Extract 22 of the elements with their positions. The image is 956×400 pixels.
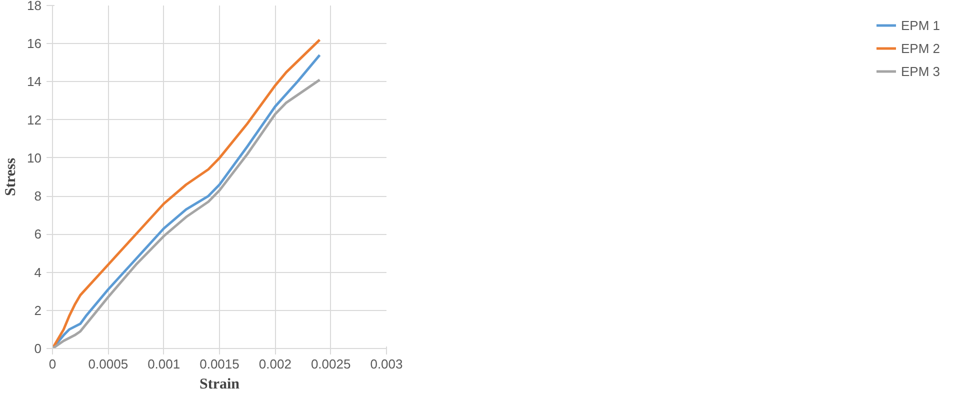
y-tick-label: 0: [34, 341, 42, 356]
y-tick-label: 12: [27, 112, 42, 128]
y-tick-label: 18: [27, 0, 42, 13]
legend-label: EPM 1: [900, 18, 940, 32]
y-tick-label: 16: [27, 36, 42, 52]
y-tick-label: 10: [27, 150, 42, 166]
x-tick-label: 0.001: [148, 356, 180, 372]
y-tick-label: 2: [34, 302, 42, 318]
x-axis-title: Strain: [200, 376, 240, 392]
y-tick-label: 8: [34, 188, 42, 204]
y-tick-label: 6: [34, 226, 42, 242]
y-tick-label: 14: [27, 74, 42, 90]
x-tick-label: 0.0005: [88, 356, 128, 372]
x-tick-label: 0: [48, 356, 56, 372]
y-axis-title: Stress: [3, 158, 20, 196]
x-tick-label: 0.002: [258, 356, 292, 372]
y-tick-label: 4: [34, 264, 42, 280]
x-tick-label: 0.0015: [200, 356, 240, 372]
x-tick-label: 0.003: [370, 356, 403, 372]
legend-label: EPM 2: [900, 40, 940, 56]
legend-label: EPM 3: [900, 64, 940, 78]
x-tick-label: 0.0025: [310, 356, 351, 372]
